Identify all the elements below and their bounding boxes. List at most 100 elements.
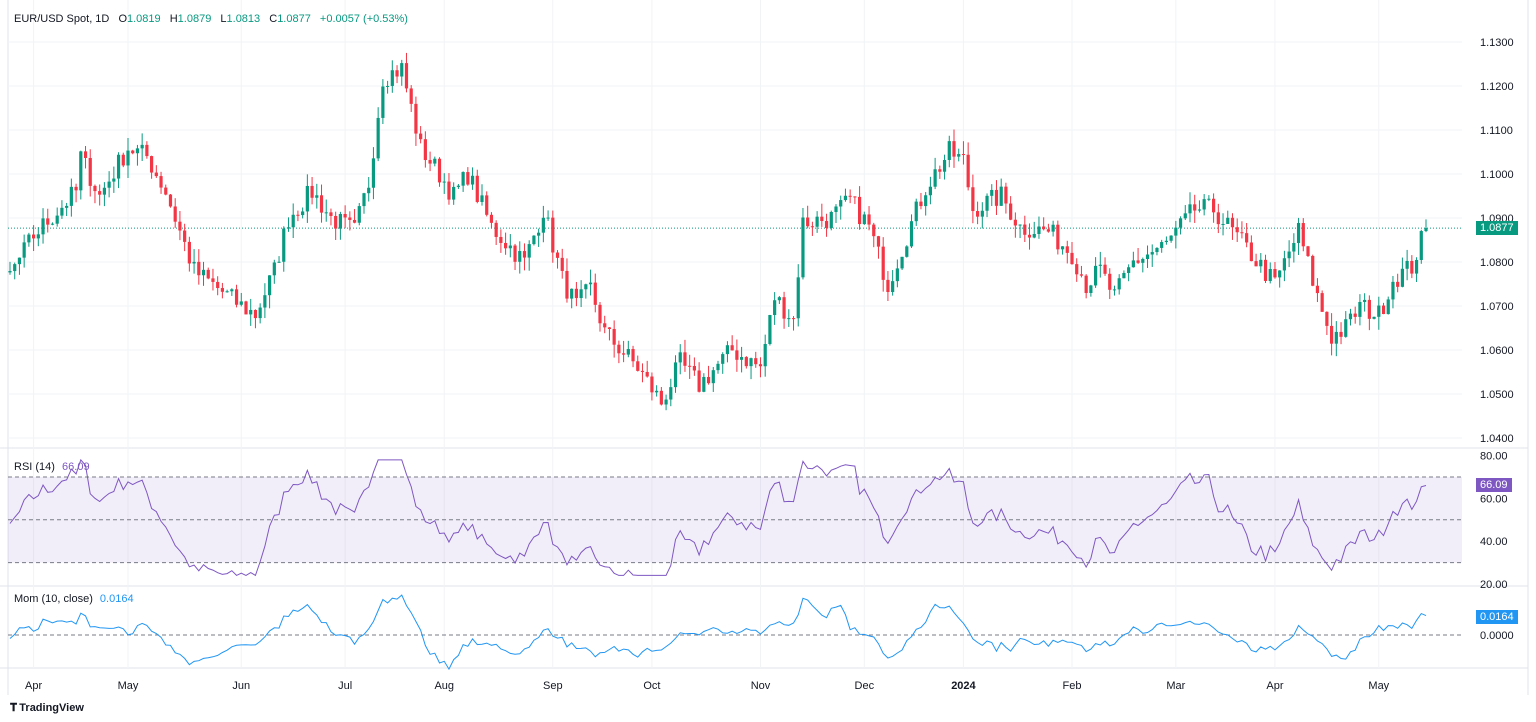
candle-body [607,327,612,330]
rsi-tick-label: 40.00 [1480,536,1508,548]
candle-body [664,399,668,405]
candle-body [244,301,248,315]
candle-body [1249,242,1253,262]
candle-body [1230,217,1235,228]
close-label: C [269,13,278,25]
candle-body [1079,274,1084,276]
change-value: +0.0057 (+0.53%) [319,13,408,25]
x-tick-label: Jun [232,680,250,692]
candle-body [763,343,767,367]
candle-body [645,371,649,377]
candle-body [88,157,92,186]
candle-body [60,207,64,216]
candle-body [966,154,970,188]
tradingview-logo[interactable]: 𝐓 TradingView [10,702,84,715]
candle-body [466,172,470,185]
candle-body [414,103,418,134]
candle-body [1372,316,1376,319]
candle-body [560,257,564,271]
candle-body [716,363,720,371]
candle-body [135,148,140,154]
candle-body [69,186,73,206]
candle-body [1221,223,1225,225]
candle-body [574,288,578,299]
candle-body [999,186,1003,206]
candle-body [1103,264,1107,274]
rsi-label: RSI (14) [14,461,55,473]
candle-body [994,189,999,206]
candle-body [749,358,753,367]
candle-body [1141,259,1145,263]
candle-body [588,282,593,285]
candle-body [1400,268,1404,287]
candle-body [286,227,291,229]
candles [8,52,1428,411]
mom-legend[interactable]: Mom (10, close) 0.0164 [14,593,134,605]
candle-body [1027,234,1032,238]
candle-body [1245,233,1249,243]
candle-body [947,141,951,161]
candle-body [329,212,333,216]
x-tick-label: Apr [1266,680,1283,692]
candle-body [692,366,696,371]
candle-body [116,154,121,179]
candle-body [1037,226,1041,235]
last-price-tag: 1.0877 [1476,221,1518,235]
candle-body [1112,289,1117,291]
candle-body [357,206,361,223]
x-tick-label: 2024 [951,680,976,692]
candle-body [839,200,843,207]
candle-body [957,154,961,157]
symbol-title[interactable]: EUR/USD Spot, 1D [14,13,110,25]
candle-body [867,214,871,225]
candle-body [1042,226,1046,230]
candle-body [230,289,234,292]
candle-body [1306,246,1310,256]
candle-body [13,264,17,272]
price-tick-label: 1.0800 [1480,257,1514,269]
candle-body [768,315,772,344]
candle-body [1344,319,1348,337]
candle-body [1330,325,1334,344]
candle-body [725,345,730,355]
candle-body [249,309,253,315]
candle-body [32,234,36,239]
candle-body [1391,281,1395,300]
candle-body [773,300,777,316]
candle-body [305,185,309,212]
mom-value: 0.0164 [99,593,134,605]
x-tick-label: Feb [1063,680,1082,692]
candle-body [1207,198,1211,200]
candle-body [433,158,437,164]
candle-body [1287,251,1291,259]
candle-body [1325,311,1329,326]
candle-body [93,185,97,192]
candle-body [824,221,829,229]
candle-body [1353,313,1357,317]
rsi-value: 66.09 [62,461,90,473]
candle-body [636,361,640,371]
candle-body [711,370,715,384]
candle-body [183,230,187,242]
rsi-legend[interactable]: RSI (14) 66.09 [14,461,90,473]
candle-body [131,150,135,154]
candle-body [1339,331,1343,337]
candle-body [1254,261,1258,267]
candle-body [1268,268,1272,281]
candle-body [164,187,168,195]
candle-body [1178,218,1183,228]
candle-body [291,214,295,228]
candle-body [1419,231,1423,260]
candle-body [1056,224,1060,250]
candle-body [338,213,342,229]
x-tick-label: Oct [643,680,660,692]
candle-body [154,172,158,177]
candle-body [79,151,83,191]
candle-body [225,291,229,293]
candle-body [1334,331,1338,344]
price-tick-label: 1.0400 [1480,433,1514,445]
candle-body [673,362,678,388]
candle-body [442,181,446,183]
candle-body [1311,255,1315,286]
